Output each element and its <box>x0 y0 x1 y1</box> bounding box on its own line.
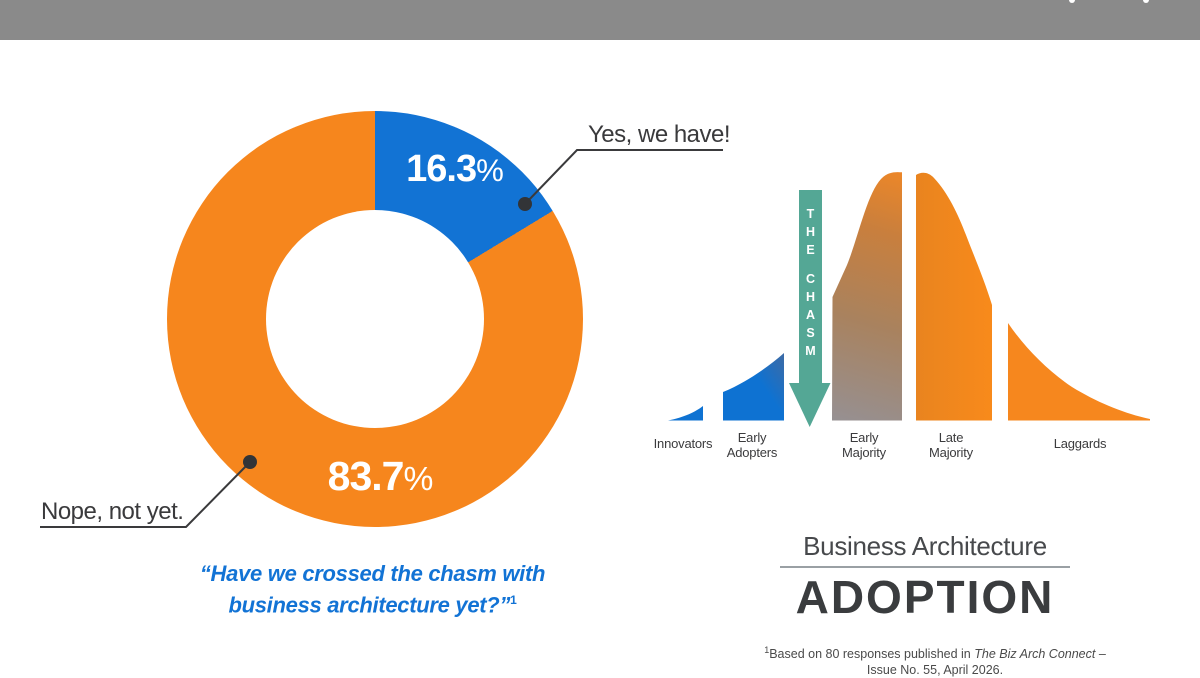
cropped-logo-mark-right <box>1143 0 1149 3</box>
question-line2: business architecture yet?” <box>228 592 511 618</box>
yes-slice-value: 16.3% <box>390 148 520 191</box>
label-innovators: Innovators <box>653 436 713 451</box>
label-late-majority: Late Majority <box>901 430 1001 460</box>
no-slice-value: 83.7% <box>308 453 453 500</box>
cropped-logo-mark-left <box>1069 0 1075 3</box>
footnote: 1Based on 80 responses published in The … <box>755 642 1115 678</box>
laggards-segment <box>1008 323 1150 421</box>
label-laggards: Laggards <box>1053 436 1107 451</box>
label-early-adopters: Early Adopters <box>702 430 802 460</box>
chasm-letter: S <box>806 326 814 340</box>
chasm-letter: E <box>806 243 814 257</box>
chasm-letter: H <box>806 225 815 239</box>
chasm-letter: A <box>806 308 815 322</box>
footnote-source: The Biz Arch Connect – <box>974 647 1106 662</box>
callout-yes-label: Yes, we have! <box>588 121 731 148</box>
yes-percent-number: 16.3 <box>406 148 477 190</box>
question-footnote-marker: 1 <box>510 593 517 607</box>
question-line1: “Have we crossed the chasm with <box>199 561 546 586</box>
donut-hole <box>266 210 484 428</box>
callout-no-label: Nope, not yet. <box>41 498 184 525</box>
no-percent-number: 83.7 <box>327 453 405 499</box>
early-majority-segment <box>832 172 902 421</box>
title-block: Business Architecture ADOPTION <box>775 531 1075 624</box>
late-majority-segment <box>916 172 992 421</box>
title-line1: Business Architecture <box>803 531 1047 561</box>
chasm-arrow <box>789 190 831 427</box>
title-divider <box>780 566 1070 568</box>
innovators-segment <box>668 406 703 421</box>
page-title: ADOPTION <box>795 571 1055 623</box>
footnote-lead: Based on 80 responses published in <box>769 647 975 662</box>
chasm-letter: T <box>807 207 815 221</box>
label-early-adopters-line2: Adopters <box>726 445 778 460</box>
label-late-majority-line1: Late <box>938 430 964 445</box>
label-early-majority: Early Majority <box>814 430 914 460</box>
percent-sign: % <box>403 461 434 498</box>
top-bar <box>0 0 1200 40</box>
survey-question: “Have we crossed the chasm with business… <box>160 560 585 618</box>
chasm-letter: H <box>806 290 815 304</box>
chasm-letter: C <box>806 272 815 286</box>
footnote-line2: Issue No. 55, April 2026. <box>866 663 1004 678</box>
label-early-majority-line2: Majority <box>842 445 886 460</box>
percent-sign: % <box>476 153 504 188</box>
chasm-letter: M <box>805 344 815 358</box>
label-early-majority-line1: Early <box>849 430 879 445</box>
early-adopters-segment <box>723 353 784 421</box>
label-late-majority-line2: Majority <box>929 445 973 460</box>
footnote-marker: 1 <box>764 645 770 655</box>
label-early-adopters-line1: Early <box>737 430 767 445</box>
